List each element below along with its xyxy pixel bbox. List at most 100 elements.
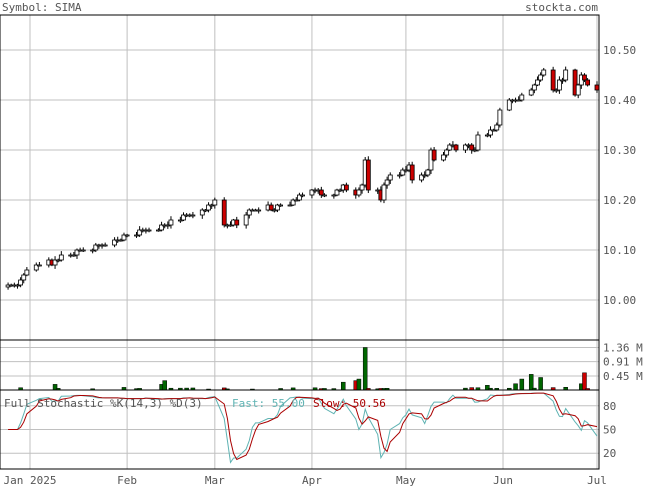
candle-up (531, 84, 537, 91)
candle-up (290, 199, 296, 206)
volume-bar (362, 347, 368, 391)
candle-up (516, 99, 522, 102)
stochastic-tick-label: 50 (603, 424, 616, 437)
candle-up (359, 184, 365, 191)
candle-up (403, 169, 409, 172)
candle-up (209, 204, 215, 207)
candle-up (381, 184, 387, 201)
candle-up (33, 264, 39, 271)
candle-down (469, 144, 475, 151)
candle-up (538, 74, 544, 81)
candle-up (24, 269, 30, 276)
candle-up (337, 189, 343, 192)
volume-bar (528, 374, 534, 391)
candle-up (441, 154, 446, 161)
candle-up (400, 169, 406, 176)
candle-up (18, 279, 24, 286)
candle-up (165, 224, 171, 227)
candle-up (557, 79, 562, 91)
candle-up (159, 224, 164, 231)
stochastic-tick-label: 20 (603, 447, 616, 460)
price-candles (5, 66, 600, 290)
candle-up (203, 209, 208, 212)
candle-up (475, 134, 481, 151)
candle-up (356, 189, 362, 196)
stochastic-tick-label: 80 (603, 400, 616, 413)
candle-up (287, 204, 293, 207)
candle-down (431, 149, 437, 161)
candle-up (491, 129, 497, 132)
candle-down (582, 74, 587, 81)
candle-up (535, 79, 540, 86)
candle-up (55, 259, 61, 262)
candle-up (384, 179, 390, 186)
candle-down (453, 144, 459, 151)
candle-up (256, 209, 262, 212)
candle-up (528, 89, 534, 96)
candle-down (550, 69, 556, 91)
site-label: stockta.com (525, 1, 598, 14)
candle-up (331, 194, 337, 197)
candle-up (121, 234, 127, 241)
candle-up (52, 259, 58, 266)
candle-up (212, 199, 218, 206)
candle-up (80, 249, 86, 252)
stochastic-title: Full Stochastic %K(14,3) %D(3) (4, 397, 203, 410)
candle-down (365, 159, 371, 191)
price-tick-label: 10.20 (603, 194, 636, 207)
candle-down (318, 189, 324, 196)
candle-up (21, 274, 27, 281)
candle-up (90, 249, 96, 252)
candle-up (472, 149, 478, 152)
price-tick-label: 10.50 (603, 44, 636, 57)
symbol-label: Symbol: SIMA (2, 1, 82, 14)
candle-up (93, 244, 99, 251)
candle-down (234, 219, 240, 226)
candle-down (585, 79, 591, 86)
candle-up (36, 264, 42, 267)
candle-up (334, 189, 340, 196)
candle-up (397, 174, 403, 177)
candle-up (309, 189, 315, 196)
candle-up (168, 219, 174, 226)
candle-up (112, 239, 117, 246)
candle-up (575, 84, 581, 96)
candle-up (206, 204, 211, 211)
candle-up (102, 244, 108, 247)
candle-up (275, 204, 280, 211)
volume-tick-label: 0.91 M (603, 356, 643, 369)
candle-up (387, 174, 393, 181)
candle-up (293, 199, 299, 202)
candle-up (463, 144, 468, 151)
volume-bar (341, 381, 346, 391)
candle-down (221, 199, 227, 226)
volume-bar (582, 372, 587, 391)
candle-up (447, 144, 453, 151)
candle-up (553, 89, 559, 92)
volume-tick-label: 1.36 M (603, 342, 643, 355)
candle-up (243, 214, 249, 226)
x-tick-label: Jul (587, 474, 607, 486)
candle-up (118, 239, 124, 242)
candle-up (156, 229, 161, 232)
candle-up (422, 174, 428, 177)
price-tick-label: 10.40 (603, 94, 636, 107)
candle-up (322, 194, 327, 197)
candle-up (488, 129, 493, 136)
grid-lines (0, 15, 599, 469)
candle-up (271, 209, 277, 212)
candle-up (425, 169, 431, 176)
candle-down (594, 84, 600, 91)
x-tick-label: Jan 2025 (4, 474, 57, 486)
price-tick-label: 10.10 (603, 244, 636, 257)
candle-down (572, 69, 578, 96)
candle-up (124, 234, 130, 237)
candle-up (519, 94, 525, 101)
candle-up (181, 214, 186, 221)
candle-up (494, 124, 500, 131)
candle-up (199, 209, 205, 216)
candle-up (74, 249, 80, 256)
candle-up (137, 229, 143, 236)
